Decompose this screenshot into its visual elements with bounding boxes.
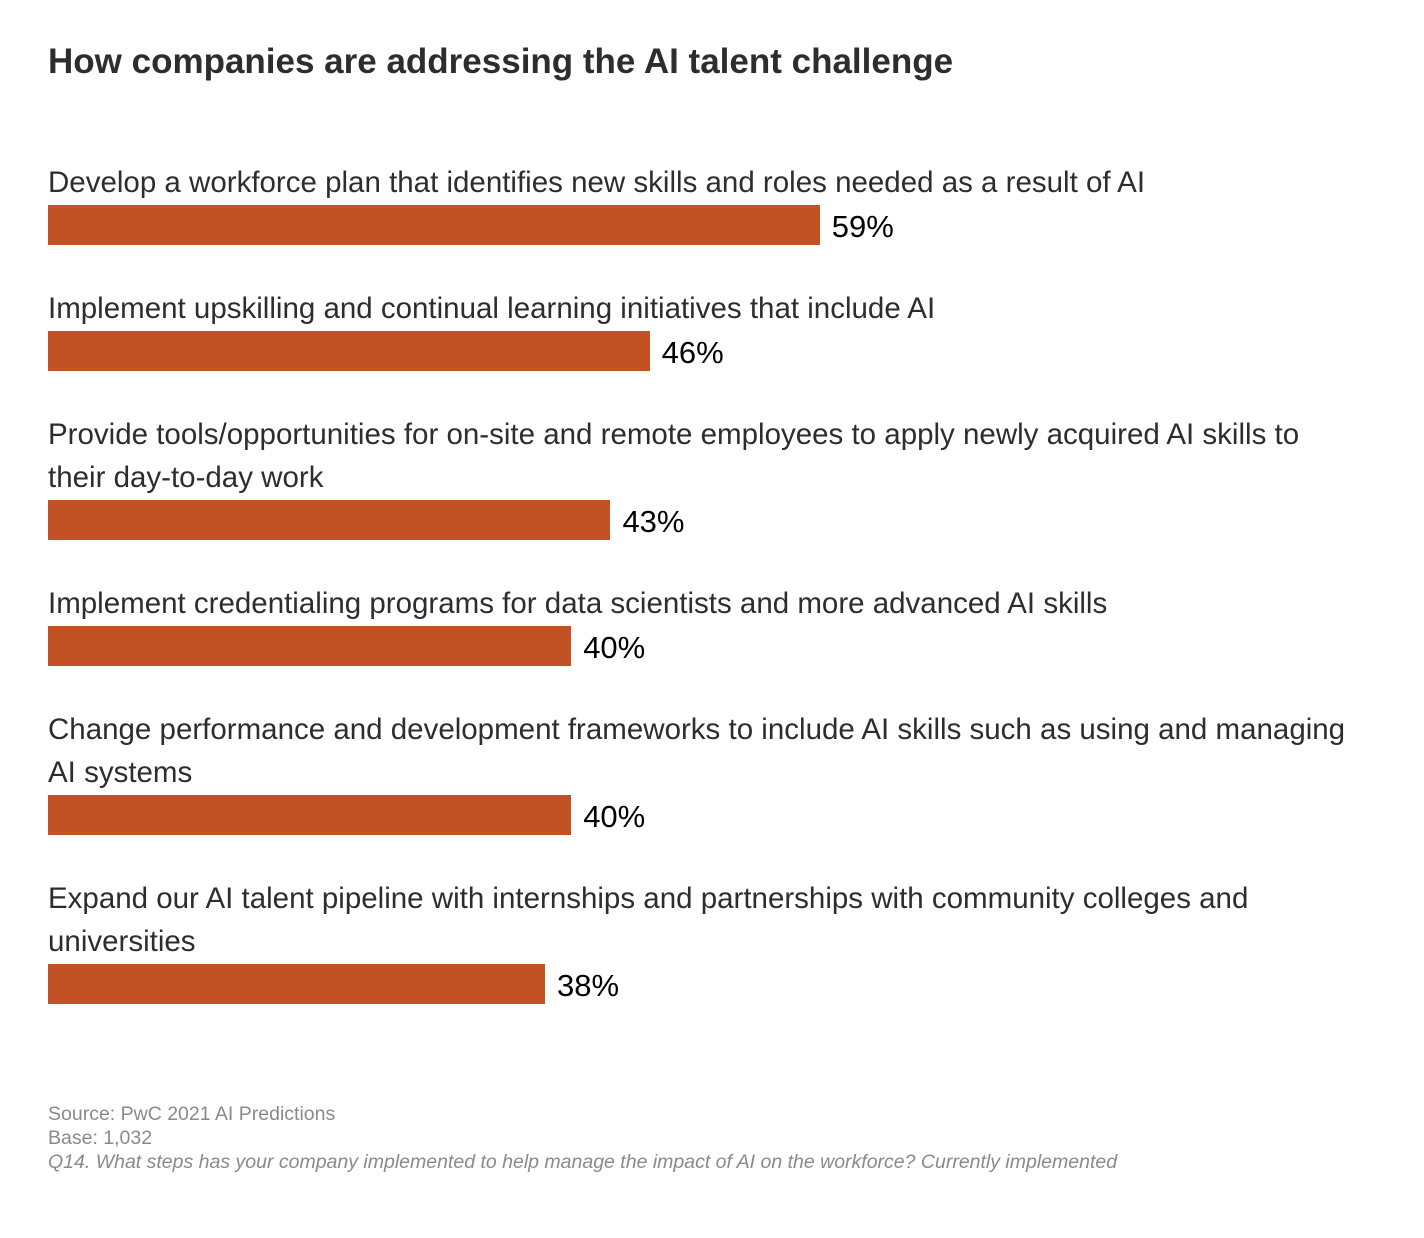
category-label: Expand our AI talent pipeline with inter… (48, 882, 1249, 958)
category-label: Change performance and development frame… (48, 713, 1346, 789)
base-note: Base: 1,032 (48, 1127, 153, 1149)
value-label: 40% (583, 630, 646, 665)
bar (48, 331, 650, 371)
category-label: Develop a workforce plan that identifies… (48, 166, 1146, 199)
value-label: 46% (661, 335, 724, 370)
bar-chart: Develop a workforce plan that identifies… (48, 166, 1346, 1004)
chart-title: How companies are addressing the AI tale… (48, 42, 954, 81)
category-label: Implement upskilling and continual learn… (48, 292, 936, 325)
bar (48, 626, 572, 666)
value-label: 40% (583, 799, 646, 834)
value-label: 43% (622, 504, 685, 539)
value-label: 59% (831, 209, 894, 244)
bar (48, 795, 572, 835)
bar (48, 205, 820, 245)
bar (48, 500, 611, 540)
category-label: Implement credentialing programs for dat… (48, 587, 1108, 620)
source-note: Source: PwC 2021 AI Predictions (48, 1103, 336, 1125)
bar (48, 964, 546, 1004)
footnotes: Source: PwC 2021 AI Predictions Base: 1,… (48, 1102, 1117, 1174)
category-label: Provide tools/opportunities for on-site … (48, 418, 1300, 494)
question-note: Q14. What steps has your company impleme… (48, 1151, 1118, 1173)
value-label: 38% (557, 968, 620, 1003)
